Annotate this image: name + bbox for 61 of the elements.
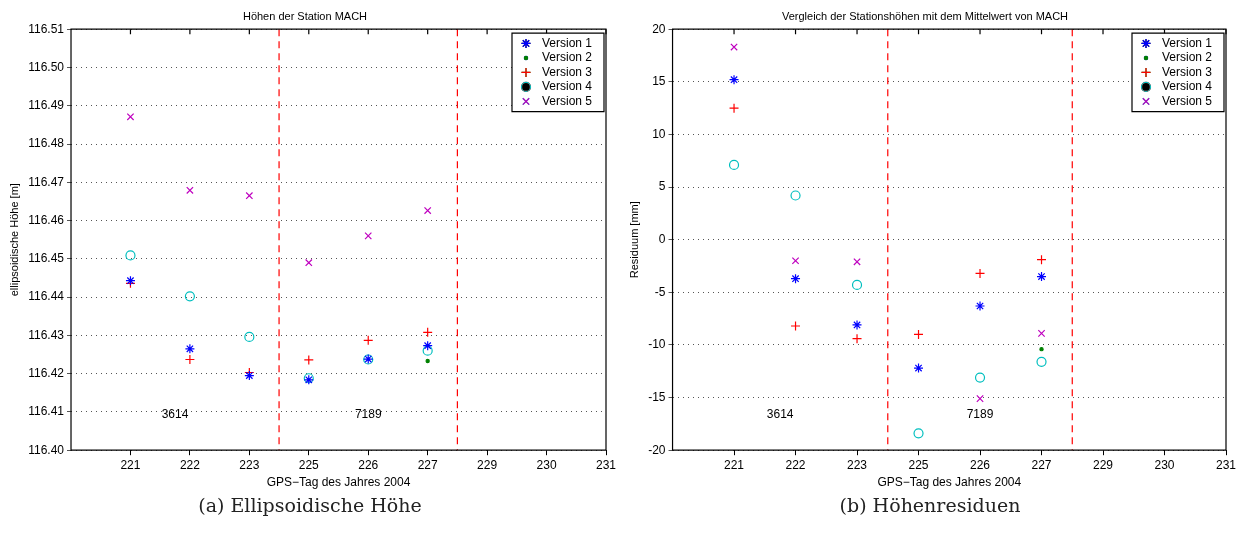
chart-title: Höhen der Station MACH	[242, 9, 368, 22]
annotation: 3614	[766, 406, 794, 421]
y-tick-label: 116.50	[28, 59, 65, 74]
y-tick-label: -5	[654, 284, 666, 299]
y-tick-label: 116.46	[28, 212, 65, 227]
y-axis-title: Residuum [mm]	[627, 201, 640, 279]
y-tick-label: 0	[658, 232, 666, 247]
y-tick-label: 15	[652, 74, 666, 89]
legend-label: Version 4	[542, 79, 593, 94]
y-axis-title: ellipsoidische Höhe [m]	[7, 183, 20, 297]
x-tick-label: 222	[785, 457, 806, 472]
y-tick-label: 116.51	[28, 21, 65, 36]
x-tick-label: 225	[298, 457, 320, 472]
x-axis-title: GPS−Tag des Jahres 2004	[877, 475, 1022, 490]
legend-label: Version 1	[542, 35, 593, 50]
y-tick-label: 20	[652, 21, 666, 36]
x-tick-label: 229	[477, 457, 498, 472]
x-tick-label: 231	[1215, 457, 1237, 472]
x-axis-title: GPS−Tag des Jahres 2004	[266, 475, 411, 490]
y-tick-label: 116.43	[28, 327, 65, 342]
y-tick-label: 116.41	[28, 404, 65, 419]
x-tick-label: 230	[536, 457, 557, 472]
x-tick-label: 227	[417, 457, 438, 472]
y-tick-label: 116.49	[28, 98, 65, 113]
chart-title: Vergleich der Stationshöhen mit dem Mittelwert von MACH	[781, 9, 1069, 22]
x-tick-label: 222	[179, 457, 201, 472]
y-tick-label: 116.44	[28, 289, 65, 304]
x-tick-label: 223	[847, 457, 868, 472]
annotation: 7189	[354, 406, 382, 421]
y-tick-label: 5	[658, 179, 666, 194]
y-tick-label: -15	[648, 389, 666, 404]
legend-label: Version 3	[1162, 64, 1213, 79]
text: (a) Ellipsoidische Höhe	[197, 494, 423, 516]
x-tick-label: 229	[1092, 457, 1114, 472]
x-tick-label: 223	[239, 457, 260, 472]
legend-label: Version 5	[1162, 93, 1213, 108]
y-tick-label: 116.47	[28, 174, 65, 189]
x-tick-label: 225	[908, 457, 929, 472]
x-tick-label: 226	[970, 457, 991, 472]
y-tick-label: 10	[652, 126, 666, 141]
x-tick-label: 227	[1031, 457, 1052, 472]
legend-label: Version 5	[542, 93, 593, 108]
annotation: 7189	[966, 406, 994, 421]
y-tick-label: 116.42	[28, 365, 65, 380]
y-tick-label: -10	[648, 337, 666, 352]
x-tick-label: 221	[724, 457, 745, 472]
legend-label: Version 3	[542, 64, 593, 79]
x-tick-label: 230	[1154, 457, 1175, 472]
annotation: 3614	[161, 406, 189, 421]
y-tick-label: 116.40	[28, 442, 65, 457]
y-tick-label: 116.48	[28, 136, 65, 151]
legend-label: Version 1	[1162, 35, 1213, 50]
legend-label: Version 2	[1162, 50, 1213, 65]
y-tick-label: 116.45	[28, 251, 65, 266]
x-tick-label: 231	[595, 457, 617, 472]
y-tick-label: -20	[648, 442, 666, 457]
text: (b) Höhenresiduen	[838, 494, 1022, 516]
legend-label: Version 2	[542, 50, 593, 65]
x-tick-label: 226	[358, 457, 379, 472]
legend-label: Version 4	[1162, 79, 1213, 94]
x-tick-label: 221	[120, 457, 141, 472]
